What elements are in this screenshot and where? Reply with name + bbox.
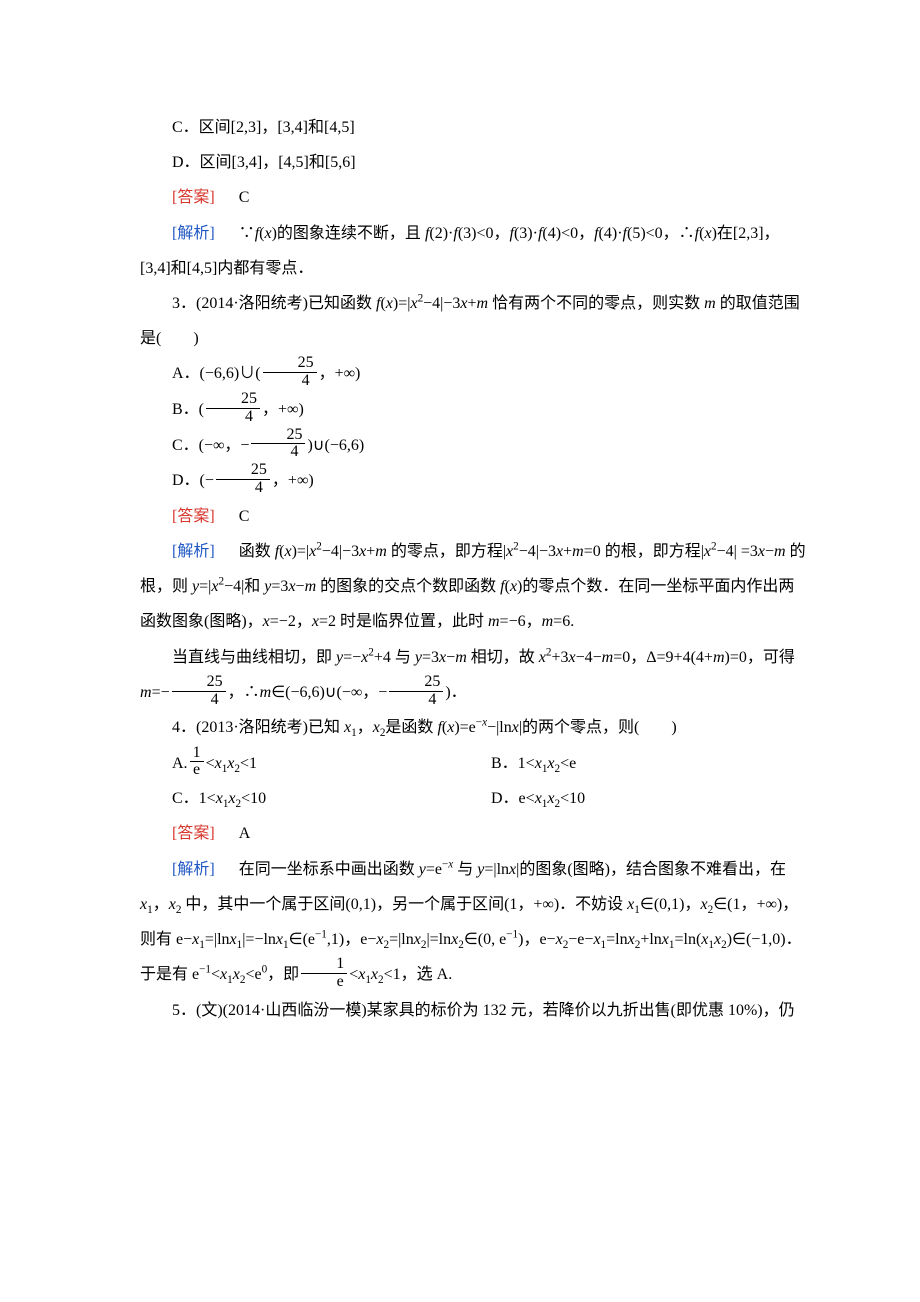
q4-analysis: [解析] 在同一坐标系中画出函数 y=e−x 与 y=|lnx|的图象(图略)，…	[140, 852, 810, 993]
q3-option-d: D．(−254，+∞)	[140, 463, 810, 499]
q3-optC-post: )∪(−6,6)	[307, 437, 364, 454]
analysis-label: [解析]	[172, 543, 215, 560]
fraction-25-4: 254	[206, 391, 260, 426]
q2-analysis: [解析] ∵f(x)的图象连续不断，且 f(2)·f(3)<0，f(3)·f(4…	[140, 216, 810, 286]
q3-analysis-p1: [解析] 函数 f(x)=|x2−4|−3x+m 的零点，即方程|x2−4|−3…	[140, 534, 810, 640]
q3-optA-pre: A．(−6,6)∪(	[172, 365, 261, 382]
q2-option-c: C．区间[2,3]，[3,4]和[4,5]	[140, 110, 810, 145]
fraction-1-e: 1e	[301, 956, 347, 991]
q4-optA-pre: A.	[172, 755, 188, 772]
q3-answer-line: [答案] C	[140, 499, 810, 534]
q3-optD-post: ，+∞)	[272, 472, 314, 489]
fraction-25-4: 254	[389, 674, 443, 709]
q3-optB-post: ，+∞)	[262, 401, 304, 418]
answer-label: [答案]	[172, 189, 215, 206]
fraction-25-4: 254	[251, 427, 305, 462]
q4-answer-line: [答案] A	[140, 816, 810, 851]
answer-label: [答案]	[172, 825, 215, 842]
q3-option-c: C．(−∞，−254)∪(−6,6)	[140, 428, 810, 464]
q3-optB-pre: B．(	[172, 401, 204, 418]
q2-answer: C	[239, 189, 250, 206]
q3-stem: 3．(2014·洛阳统考)已知函数 f(x)=|x2−4|−3x+m 恰有两个不…	[140, 286, 810, 356]
q3-optD-pre: D．(−	[172, 472, 214, 489]
q4-option-b: B．1<x1x2<e	[491, 746, 810, 781]
q4-stem: 4．(2013·洛阳统考)已知 x1，x2是函数 f(x)=e−x−|lnx|的…	[140, 710, 810, 745]
fraction-1-e: 1e	[190, 745, 204, 780]
fraction-25-4: 254	[216, 462, 270, 497]
q4-option-a: A.1e<x1x2<1	[172, 746, 491, 782]
q4-option-d: D．e<x1x2<10	[491, 781, 810, 816]
fraction-25-4: 254	[172, 674, 226, 709]
analysis-label: [解析]	[172, 225, 215, 242]
q3-answer: C	[239, 508, 250, 525]
q4-answer: A	[239, 825, 251, 842]
q3-optA-post: ，+∞)	[319, 365, 361, 382]
fraction-25-4: 254	[263, 355, 317, 390]
q4-option-c: C．1<x1x2<10	[172, 781, 491, 816]
q3-analysis-p2: 当直线与曲线相切，即 y=−x2+4 与 y=3x−m 相切，故 x2+3x−4…	[140, 640, 810, 711]
q3-option-b: B．(254，+∞)	[140, 392, 810, 428]
q2-option-d: D．区间[3,4]，[4,5]和[5,6]	[140, 145, 810, 180]
analysis-label: [解析]	[172, 861, 215, 878]
answer-label: [答案]	[172, 508, 215, 525]
q3-optC-pre: C．(−∞，−	[172, 437, 249, 454]
q3-option-a: A．(−6,6)∪(254，+∞)	[140, 356, 810, 392]
q2-answer-line: [答案] C	[140, 180, 810, 215]
q5-stem: 5．(文)(2014·山西临汾一模)某家具的标价为 132 元，若降价以九折出售…	[140, 993, 810, 1028]
